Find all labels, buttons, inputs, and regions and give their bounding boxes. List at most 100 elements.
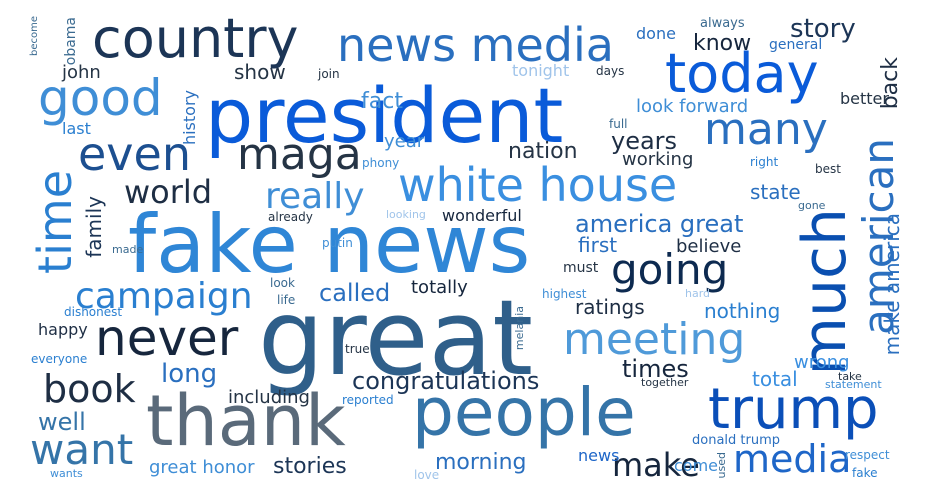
word-totally: totally bbox=[411, 277, 468, 298]
word-right: right bbox=[750, 155, 779, 169]
word-stories: stories bbox=[273, 454, 347, 479]
word-done: done bbox=[636, 24, 676, 43]
word-great: great bbox=[258, 277, 533, 399]
word-good: good bbox=[38, 69, 163, 127]
word-book: book bbox=[43, 367, 136, 411]
word-people: people bbox=[412, 374, 636, 451]
word-world: world bbox=[124, 173, 213, 211]
word-nation: nation bbox=[508, 139, 578, 164]
word-great-honor: great honor bbox=[149, 457, 255, 478]
word-want: want bbox=[30, 425, 134, 474]
word-fake-news: fake news bbox=[128, 198, 531, 291]
word-story: story bbox=[790, 14, 856, 44]
word-called: called bbox=[319, 279, 391, 307]
word-fact: fact bbox=[361, 89, 403, 114]
word-must: must bbox=[563, 260, 599, 276]
word-thank: thank bbox=[146, 380, 346, 462]
word-used: used bbox=[715, 452, 728, 479]
word-statement: statement bbox=[825, 378, 882, 391]
word-join: join bbox=[318, 67, 340, 81]
word-reported: reported bbox=[342, 393, 394, 407]
word-love: love bbox=[414, 468, 440, 482]
word-dishonest: dishonest bbox=[64, 305, 123, 319]
word-already: already bbox=[268, 210, 313, 224]
word-working: working bbox=[622, 149, 694, 170]
word-times: times bbox=[622, 355, 689, 383]
word-long: long bbox=[161, 359, 218, 389]
word-total: total bbox=[752, 367, 798, 391]
word-history: history bbox=[180, 90, 199, 146]
word-john: john bbox=[62, 62, 101, 83]
word-full: full bbox=[609, 117, 628, 131]
word-made: made bbox=[112, 243, 144, 256]
word-much: much bbox=[790, 208, 860, 376]
word-america-great: america great bbox=[575, 210, 744, 238]
word-really: really bbox=[265, 176, 365, 217]
word-gone: gone bbox=[798, 199, 826, 212]
word-including: including bbox=[228, 387, 310, 408]
word-together: together bbox=[641, 376, 689, 389]
word-life: life bbox=[277, 293, 296, 307]
word-even: even bbox=[78, 127, 191, 181]
word-general: general bbox=[769, 37, 823, 53]
word-white-house: white house bbox=[398, 158, 678, 212]
word-nothing: nothing bbox=[704, 299, 781, 323]
word-show: show bbox=[234, 60, 286, 84]
word-campaign: campaign bbox=[75, 276, 253, 317]
word-ratings: ratings bbox=[575, 295, 645, 319]
word-trump: trump bbox=[708, 377, 879, 442]
word-everyone: everyone bbox=[31, 352, 88, 366]
word-meeting: meeting bbox=[563, 314, 746, 365]
word-highest: highest bbox=[542, 287, 587, 301]
word-putin: putin bbox=[322, 236, 353, 250]
word-true: true bbox=[345, 342, 370, 356]
word-family: family bbox=[82, 196, 106, 258]
word-take: take bbox=[838, 370, 862, 383]
word-respect: respect bbox=[845, 448, 890, 462]
word-well: well bbox=[38, 408, 86, 436]
word-donald-trump: donald trump bbox=[692, 433, 781, 448]
word-tonight: tonight bbox=[512, 61, 570, 80]
word-better: better bbox=[840, 89, 889, 108]
word-news-media: news media bbox=[337, 18, 614, 72]
word-wants: wants bbox=[50, 467, 83, 480]
word-maga: maga bbox=[237, 129, 362, 180]
word-fake: fake bbox=[852, 466, 878, 480]
word-many: many bbox=[704, 104, 828, 155]
word-days: days bbox=[596, 64, 625, 78]
word-know: know bbox=[693, 31, 752, 56]
word-last: last bbox=[62, 119, 91, 138]
word-looking: looking bbox=[386, 208, 426, 221]
word-become: become bbox=[29, 16, 40, 57]
word-today: today bbox=[665, 42, 819, 105]
word-happy: happy bbox=[38, 320, 88, 339]
word-years: years bbox=[611, 127, 678, 155]
word-make: make bbox=[612, 446, 700, 484]
word-obama: obama bbox=[63, 17, 79, 66]
word-wrong: wrong bbox=[794, 352, 850, 373]
word-congratulations: congratulations bbox=[352, 367, 540, 395]
word-melania: melania bbox=[513, 306, 526, 351]
word-phony: phony bbox=[362, 156, 400, 170]
word-make-america: make america bbox=[880, 213, 904, 356]
word-look: look bbox=[270, 276, 295, 290]
word-media: media bbox=[733, 437, 852, 481]
word-morning: morning bbox=[435, 450, 527, 475]
word-year: year bbox=[384, 131, 425, 152]
word-best: best bbox=[815, 162, 841, 176]
word-believe: believe bbox=[676, 236, 742, 257]
word-look-forward: look forward bbox=[636, 96, 749, 117]
word-time: time bbox=[28, 170, 82, 274]
word-come: come bbox=[674, 456, 719, 475]
word-state: state bbox=[750, 180, 801, 204]
word-first: first bbox=[578, 233, 618, 257]
word-never: never bbox=[95, 309, 239, 367]
word-country: country bbox=[92, 7, 299, 70]
word-president: president bbox=[205, 71, 564, 160]
word-going: going bbox=[611, 245, 729, 294]
word-hard: hard bbox=[685, 287, 711, 300]
word-always: always bbox=[700, 16, 745, 31]
word-news: news bbox=[578, 446, 620, 465]
word-wonderful: wonderful bbox=[442, 206, 522, 225]
